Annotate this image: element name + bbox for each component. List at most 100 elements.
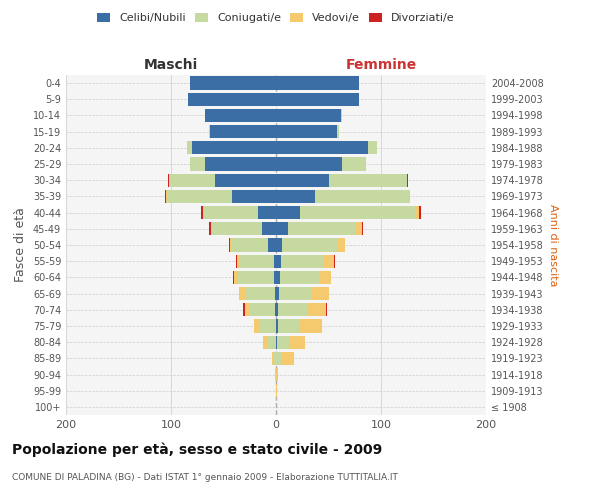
Bar: [268, 238, 276, 252]
Bar: [277, 336, 289, 349]
Bar: [276, 270, 280, 284]
Bar: [276, 254, 281, 268]
Bar: [234, 270, 238, 284]
Bar: [212, 222, 262, 235]
Bar: [276, 238, 283, 252]
Bar: [365, 158, 366, 170]
Bar: [209, 125, 210, 138]
Bar: [202, 206, 203, 220]
Bar: [315, 190, 409, 203]
Bar: [276, 336, 277, 349]
Bar: [311, 287, 329, 300]
Bar: [419, 206, 421, 220]
Bar: [274, 254, 276, 268]
Bar: [258, 206, 276, 220]
Bar: [230, 238, 231, 252]
Bar: [362, 222, 363, 235]
Bar: [237, 254, 239, 268]
Bar: [356, 222, 362, 235]
Bar: [272, 352, 273, 365]
Text: Femmine: Femmine: [346, 58, 416, 72]
Bar: [299, 320, 322, 332]
Bar: [233, 270, 234, 284]
Bar: [168, 174, 169, 187]
Bar: [276, 174, 329, 187]
Bar: [368, 141, 377, 154]
Bar: [187, 141, 192, 154]
Bar: [275, 303, 276, 316]
Bar: [259, 320, 276, 332]
Bar: [190, 158, 205, 170]
Bar: [278, 303, 308, 316]
Bar: [283, 238, 337, 252]
Bar: [274, 270, 276, 284]
Bar: [244, 303, 245, 316]
Bar: [239, 254, 274, 268]
Bar: [205, 158, 276, 170]
Bar: [245, 287, 275, 300]
Bar: [210, 125, 276, 138]
Bar: [276, 368, 278, 381]
Bar: [281, 352, 294, 365]
Bar: [250, 303, 275, 316]
Legend: Celibi/Nubili, Coniugati/e, Vedovi/e, Divorziati/e: Celibi/Nubili, Coniugati/e, Vedovi/e, Di…: [95, 10, 457, 26]
Bar: [276, 125, 337, 138]
Bar: [239, 287, 245, 300]
Bar: [254, 320, 259, 332]
Bar: [276, 92, 359, 106]
Bar: [280, 270, 320, 284]
Bar: [263, 336, 266, 349]
Bar: [300, 206, 416, 220]
Bar: [276, 320, 278, 332]
Y-axis label: Fasce di età: Fasce di età: [14, 208, 27, 282]
Bar: [329, 174, 407, 187]
Bar: [337, 125, 339, 138]
Bar: [276, 287, 279, 300]
Bar: [215, 174, 276, 187]
Bar: [192, 141, 276, 154]
Bar: [326, 303, 328, 316]
Bar: [232, 190, 276, 203]
Bar: [229, 238, 230, 252]
Bar: [273, 352, 276, 365]
Bar: [276, 222, 287, 235]
Bar: [276, 76, 359, 90]
Bar: [276, 190, 315, 203]
Bar: [275, 287, 276, 300]
Bar: [276, 206, 300, 220]
Bar: [203, 206, 258, 220]
Bar: [205, 109, 276, 122]
Bar: [342, 158, 365, 170]
Bar: [320, 270, 331, 284]
Text: Popolazione per età, sesso e stato civile - 2009: Popolazione per età, sesso e stato civil…: [12, 442, 382, 457]
Bar: [167, 190, 232, 203]
Bar: [209, 222, 211, 235]
Text: Maschi: Maschi: [144, 58, 198, 72]
Bar: [323, 254, 334, 268]
Bar: [409, 190, 410, 203]
Bar: [337, 238, 346, 252]
Bar: [334, 254, 335, 268]
Bar: [164, 190, 166, 203]
Bar: [169, 174, 215, 187]
Bar: [281, 254, 323, 268]
Bar: [238, 270, 274, 284]
Bar: [416, 206, 419, 220]
Bar: [276, 303, 278, 316]
Bar: [289, 336, 305, 349]
Bar: [166, 190, 167, 203]
Bar: [275, 368, 276, 381]
Bar: [266, 336, 276, 349]
Bar: [190, 76, 276, 90]
Text: COMUNE DI PALADINA (BG) - Dati ISTAT 1° gennaio 2009 - Elaborazione TUTTITALIA.I: COMUNE DI PALADINA (BG) - Dati ISTAT 1° …: [12, 472, 398, 482]
Bar: [276, 352, 281, 365]
Bar: [262, 222, 276, 235]
Bar: [407, 174, 409, 187]
Bar: [276, 141, 368, 154]
Bar: [236, 254, 237, 268]
Bar: [287, 222, 356, 235]
Y-axis label: Anni di nascita: Anni di nascita: [548, 204, 557, 286]
Bar: [279, 287, 311, 300]
Bar: [341, 109, 342, 122]
Bar: [188, 92, 276, 106]
